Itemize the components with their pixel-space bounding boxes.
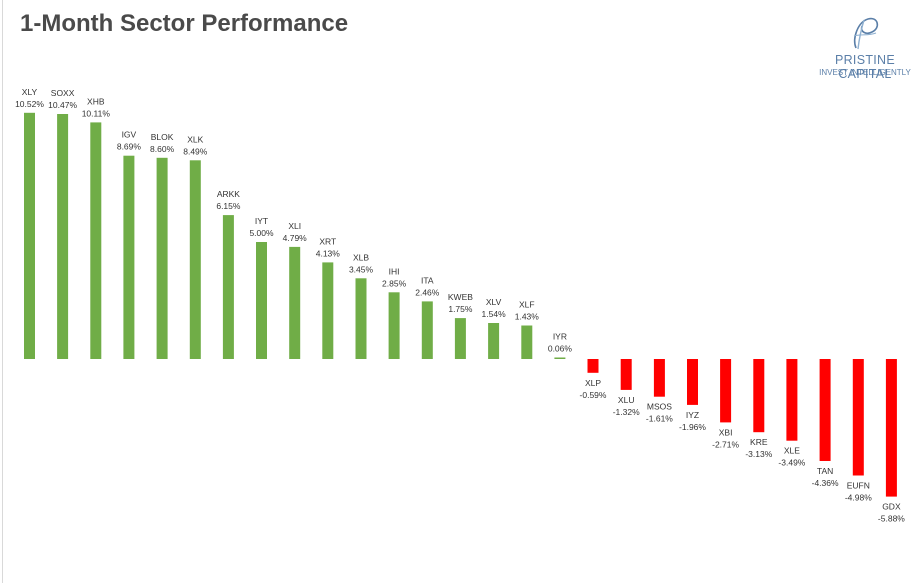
value-label-iyz: -1.96%	[679, 422, 706, 432]
bar-xlk	[189, 160, 201, 359]
bar-xlf	[521, 325, 533, 359]
bar-gdx	[885, 359, 897, 497]
bar-arkk	[222, 215, 234, 359]
category-label-ihi: IHI	[389, 266, 400, 276]
value-label-tan: -4.36%	[812, 478, 839, 488]
value-label-xhb: 10.11%	[82, 108, 111, 118]
value-label-xlb: 3.45%	[349, 264, 374, 274]
value-label-xly: 10.52%	[15, 99, 44, 109]
category-label-xlv: XLV	[486, 297, 502, 307]
category-label-iyz: IYZ	[686, 410, 699, 420]
category-label-eufn: EUFN	[847, 481, 870, 491]
category-label-xle: XLE	[784, 446, 800, 456]
value-label-arkk: 6.15%	[216, 201, 241, 211]
value-label-soxx: 10.47%	[48, 100, 77, 110]
value-label-igv: 8.69%	[117, 142, 142, 152]
bar-iyr	[554, 357, 566, 359]
category-label-blok: BLOK	[151, 132, 174, 142]
bar-igv	[123, 155, 135, 359]
bar-soxx	[57, 114, 69, 359]
category-label-xhb: XHB	[87, 96, 105, 106]
value-label-gdx: -5.88%	[878, 514, 905, 524]
category-label-tan: TAN	[817, 466, 833, 476]
bar-xlv	[488, 323, 500, 359]
category-label-msos: MSOS	[647, 402, 672, 412]
value-label-kweb: 1.75%	[448, 304, 473, 314]
logo-tagline: INVEST INTELLIGENTLY	[819, 68, 911, 77]
bar-iyt	[256, 242, 267, 359]
bar-kre	[753, 359, 765, 433]
value-label-kre: -3.13%	[745, 449, 772, 459]
bar-blok	[156, 157, 168, 359]
category-label-xli: XLI	[288, 221, 301, 231]
value-label-iyr: 0.06%	[548, 344, 573, 354]
category-label-arkk: ARKK	[217, 189, 240, 199]
pristine-capital-logo-icon	[853, 17, 879, 50]
bar-xlb	[355, 278, 367, 359]
value-label-iyt: 5.00%	[249, 228, 274, 238]
page-title: 1-Month Sector Performance	[20, 10, 349, 37]
bar-eufn	[852, 359, 864, 476]
value-label-xlp: -0.59%	[580, 390, 607, 400]
value-label-msos: -1.61%	[646, 414, 673, 424]
bar-iyz	[687, 359, 698, 405]
bar-xle	[786, 359, 798, 441]
value-label-xrt: 4.13%	[316, 248, 341, 258]
logo-name: PRISTINE CAPITAL	[834, 53, 896, 81]
category-label-kre: KRE	[750, 437, 768, 447]
value-label-xlk: 8.49%	[183, 146, 208, 156]
bar-ihi	[388, 292, 400, 359]
category-label-kweb: KWEB	[448, 292, 473, 302]
category-label-xrt: XRT	[319, 236, 336, 246]
value-label-xlu: -1.32%	[613, 407, 640, 417]
category-label-igv: IGV	[122, 130, 137, 140]
bar-xli	[289, 246, 301, 359]
value-label-xlv: 1.54%	[482, 309, 507, 319]
value-label-xlf: 1.43%	[515, 312, 540, 322]
bar-xhb	[90, 122, 102, 360]
category-label-iyr: IYR	[553, 332, 567, 342]
category-label-xly: XLY	[22, 87, 38, 97]
value-label-xli: 4.79%	[283, 233, 308, 243]
category-label-gdx: GDX	[882, 502, 901, 512]
bar-xrt	[322, 262, 334, 359]
category-label-iyt: IYT	[255, 216, 268, 226]
bar-xly	[24, 112, 35, 359]
category-label-ita: ITA	[421, 275, 434, 285]
category-label-xlp: XLP	[585, 378, 601, 388]
value-label-blok: 8.60%	[150, 144, 175, 154]
bar-xbi	[720, 359, 732, 423]
category-label-xlf: XLF	[519, 300, 535, 310]
category-label-xlu: XLU	[618, 395, 635, 405]
brand-logo: PRISTINE CAPITAL INVEST INTELLIGENTLY	[810, 14, 920, 81]
value-label-xbi: -2.71%	[712, 439, 739, 449]
category-label-xlk: XLK	[187, 134, 203, 144]
category-label-xlb: XLB	[353, 252, 369, 262]
bar-kweb	[454, 318, 466, 359]
category-label-soxx: SOXX	[51, 88, 75, 98]
bar-tan	[819, 359, 831, 461]
value-label-eufn: -4.98%	[845, 493, 872, 503]
bar-msos	[653, 359, 665, 397]
bar-xlu	[620, 359, 632, 390]
value-label-ita: 2.46%	[415, 287, 440, 297]
value-label-ihi: 2.85%	[382, 278, 407, 288]
value-label-xle: -3.49%	[778, 458, 805, 468]
bar-xlp	[587, 359, 599, 373]
chart-frame-edge	[2, 0, 3, 583]
category-label-xbi: XBI	[719, 427, 733, 437]
bar-ita	[421, 301, 433, 359]
